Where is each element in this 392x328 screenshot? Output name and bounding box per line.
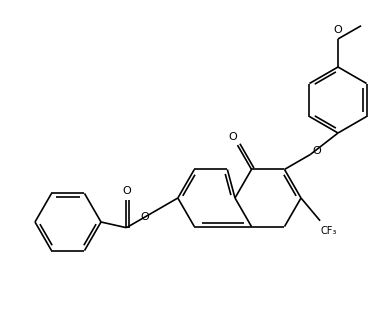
Text: O: O bbox=[313, 146, 321, 155]
Text: O: O bbox=[334, 25, 342, 35]
Text: O: O bbox=[141, 212, 150, 222]
Text: O: O bbox=[122, 186, 131, 195]
Text: CF₃: CF₃ bbox=[320, 226, 337, 236]
Text: O: O bbox=[229, 132, 237, 142]
